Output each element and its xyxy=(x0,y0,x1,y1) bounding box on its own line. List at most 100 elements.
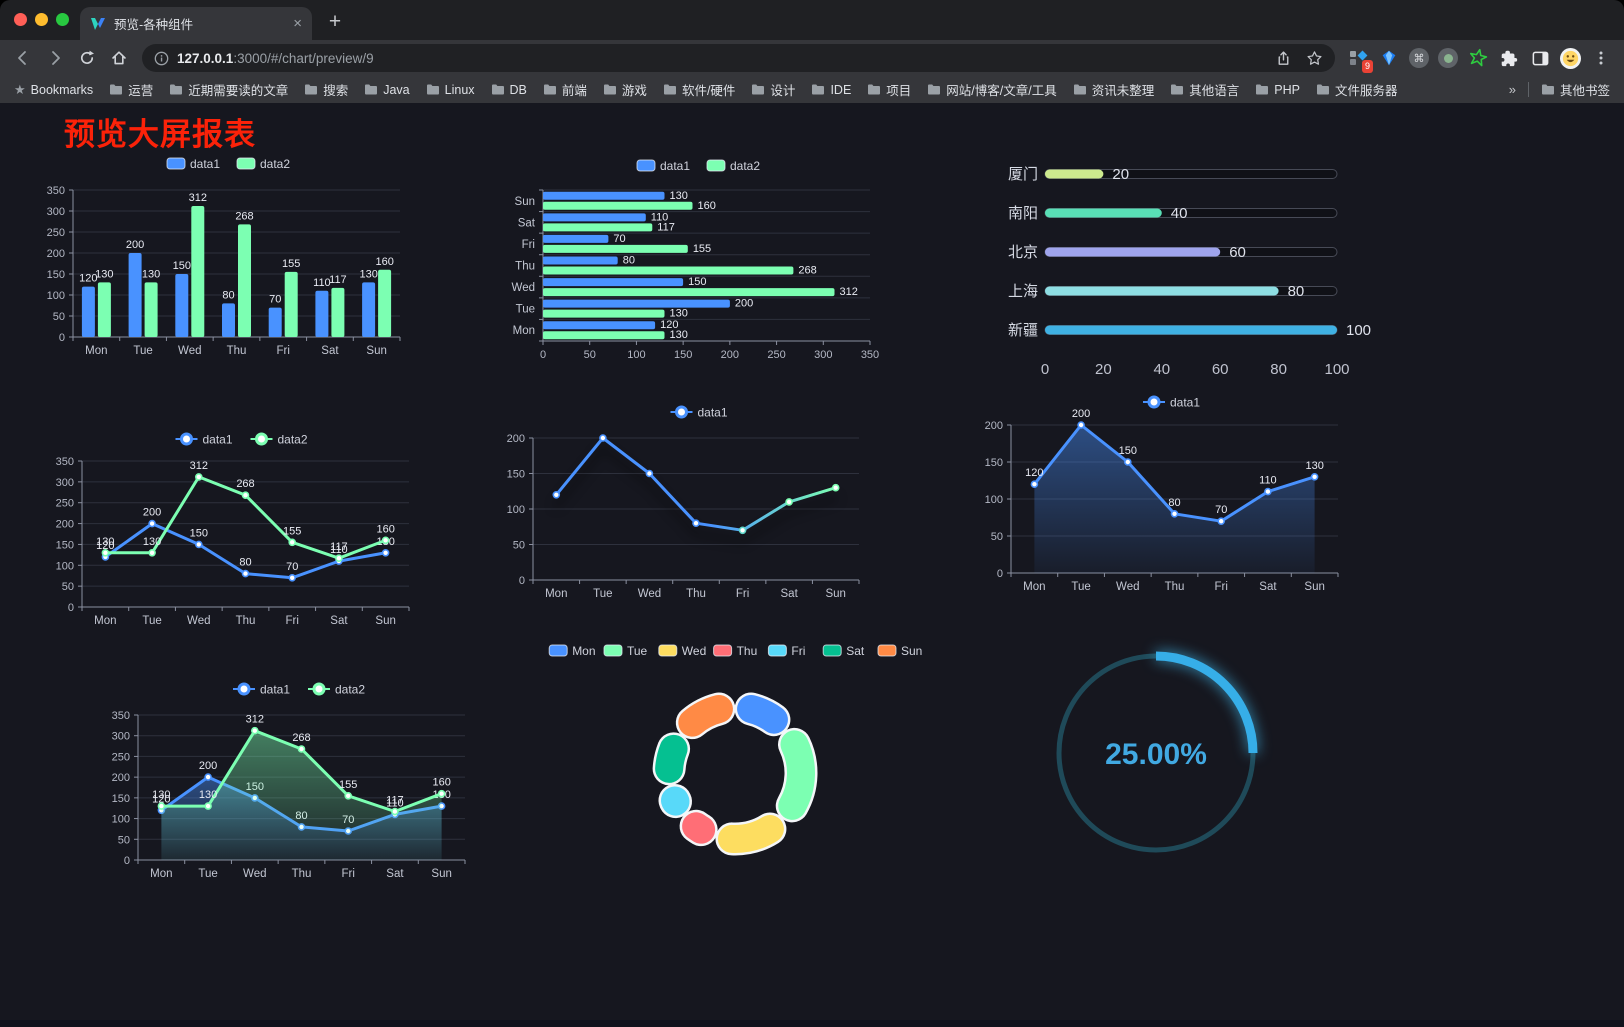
bar-data1-Fri[interactable] xyxy=(543,234,609,243)
bar-data1-Sat[interactable] xyxy=(315,290,329,337)
reload-button[interactable] xyxy=(72,43,102,73)
point-data2-Sat[interactable] xyxy=(391,807,399,816)
point-data1-Sun[interactable] xyxy=(831,483,840,492)
point-data1-Thu[interactable] xyxy=(241,569,250,578)
bookmark-item[interactable]: 资讯未整理 xyxy=(1073,80,1154,99)
bar-data1-Sat[interactable] xyxy=(543,213,646,222)
bookmark-item[interactable]: 软件/硬件 xyxy=(663,80,735,99)
bar-data1-Sun[interactable] xyxy=(362,282,376,337)
extension-tab-manager-icon[interactable]: 9 xyxy=(1347,47,1373,73)
point-data1-Fri[interactable] xyxy=(1217,517,1225,525)
tab-close-icon[interactable]: × xyxy=(293,15,302,32)
bookmark-item[interactable]: IDE xyxy=(811,83,851,97)
browser-menu-button[interactable] xyxy=(1590,47,1612,69)
extensions-puzzle-icon[interactable] xyxy=(1498,47,1520,69)
legend-item-Sun[interactable]: Sun xyxy=(877,644,922,658)
bar-data2-Fri[interactable] xyxy=(543,244,688,253)
bar-data1-Tue[interactable] xyxy=(543,299,730,308)
bar-data2-Sat[interactable] xyxy=(331,287,345,337)
chart-line-area-blue[interactable]: 0 50 100 150 200 Mon Tue Wed Thu Fri Sat Sun 120 200 1… xyxy=(985,388,1360,600)
bookmark-item-bookmarks[interactable]: ★ Bookmarks xyxy=(14,82,93,98)
line-data1[interactable] xyxy=(554,436,838,532)
point-data1-Sun[interactable] xyxy=(381,549,390,557)
extension-green-star-icon[interactable] xyxy=(1467,47,1489,69)
bar-data1-Sun[interactable] xyxy=(543,191,665,200)
bookmark-item[interactable]: 近期需要读的文章 xyxy=(169,80,288,99)
bar-data1-Tue[interactable] xyxy=(128,253,142,337)
point-data1-Sat[interactable] xyxy=(785,498,793,506)
point-data2-Fri[interactable] xyxy=(344,792,352,800)
pie-slice-Sun[interactable] xyxy=(678,694,733,737)
close-window-button[interactable] xyxy=(14,13,27,26)
legend-item-data1[interactable]: data1 xyxy=(166,157,220,171)
bookmark-item[interactable]: 搜索 xyxy=(304,80,348,99)
legend-item-data2[interactable]: data2 xyxy=(236,157,290,171)
point-data1-Tue[interactable] xyxy=(148,519,156,528)
forward-button[interactable] xyxy=(40,43,70,73)
point-data2-Thu[interactable] xyxy=(241,491,250,499)
legend-item-data2[interactable]: data2 xyxy=(706,159,760,173)
maximize-window-button[interactable] xyxy=(56,13,69,26)
point-data1-Wed[interactable] xyxy=(195,540,203,549)
legend-item-Fri[interactable]: Fri xyxy=(767,644,805,658)
bar-data2-Sat[interactable] xyxy=(543,223,653,232)
point-data1-Mon[interactable] xyxy=(1030,480,1039,488)
pie-slice-Fri[interactable] xyxy=(660,786,690,816)
bookmark-item[interactable]: 文件服务器 xyxy=(1316,80,1397,99)
bar-data2-Mon[interactable] xyxy=(97,282,111,337)
bookmark-item[interactable]: 前端 xyxy=(543,80,587,99)
minimize-window-button[interactable] xyxy=(35,13,48,26)
point-data2-Tue[interactable] xyxy=(148,549,156,557)
point-data1-Tue[interactable] xyxy=(599,434,607,442)
legend-item-Tue[interactable]: Tue xyxy=(603,644,648,658)
chart-line-area-two[interactable]: 0 50 100 150 200 250 300 350 Mon Tue Wed Thu Fri Sat S… xyxy=(100,675,500,887)
point-data1-Sun[interactable] xyxy=(1310,473,1319,481)
bar-data1-Thu[interactable] xyxy=(222,303,235,337)
bookmark-item[interactable]: 游戏 xyxy=(603,80,647,99)
progress-fill-上海[interactable] xyxy=(1045,286,1279,296)
legend-item-data2[interactable]: data2 xyxy=(250,432,308,447)
bar-data2-Thu[interactable] xyxy=(543,266,794,275)
point-data1-Thu[interactable] xyxy=(692,519,700,527)
point-data2-Wed[interactable] xyxy=(195,473,203,481)
bar-data1-Wed[interactable] xyxy=(175,274,189,337)
legend-item-data1[interactable]: data1 xyxy=(636,159,690,173)
bar-data1-Fri[interactable] xyxy=(268,307,282,337)
chart-gauge-percent[interactable]: 25.00% xyxy=(1040,635,1280,875)
bookmarks-overflow-chevron[interactable]: » xyxy=(1508,82,1516,97)
legend-item-Thu[interactable]: Thu xyxy=(713,644,758,658)
bookmark-item[interactable]: 运营 xyxy=(109,80,153,99)
legend-item-data1[interactable]: data1 xyxy=(670,405,728,420)
point-data1-Fri[interactable] xyxy=(288,574,296,582)
bookmark-item[interactable]: PHP xyxy=(1255,83,1300,97)
bar-data2-Wed[interactable] xyxy=(543,288,835,297)
legend-item-data1[interactable]: data1 xyxy=(1143,395,1200,410)
bar-data2-Tue[interactable] xyxy=(144,282,158,337)
bar-data2-Thu[interactable] xyxy=(238,224,251,337)
bookmark-item[interactable]: Java xyxy=(364,83,410,97)
progress-fill-新疆[interactable] xyxy=(1045,325,1337,335)
bar-data1-Thu[interactable] xyxy=(543,256,618,265)
legend-item-data1[interactable]: data1 xyxy=(175,432,233,447)
home-button[interactable] xyxy=(104,43,134,73)
point-data2-Mon[interactable] xyxy=(157,802,166,810)
share-icon[interactable] xyxy=(1275,50,1292,67)
bar-data2-Sun[interactable] xyxy=(378,269,392,337)
legend-item-data1[interactable]: data1 xyxy=(233,682,290,697)
browser-tab[interactable]: 预览-各种组件 × xyxy=(80,7,312,40)
point-data2-Wed[interactable] xyxy=(251,726,259,735)
chart-line-two-series[interactable]: 0 50 100 150 200 250 300 350 Mon Tue Wed Thu Fri Sat S… xyxy=(45,425,440,637)
side-panel-icon[interactable] xyxy=(1529,47,1551,69)
bookmark-item[interactable]: DB xyxy=(491,83,527,97)
new-tab-button[interactable]: + xyxy=(328,10,342,33)
point-data1-Mon[interactable] xyxy=(552,491,561,499)
bookmark-item[interactable]: 其他语言 xyxy=(1170,80,1239,99)
bar-data1-Mon[interactable] xyxy=(543,321,656,330)
progress-fill-北京[interactable] xyxy=(1045,247,1221,257)
other-bookmarks-folder[interactable]: 其他书签 xyxy=(1541,80,1610,99)
point-data1-Wed[interactable] xyxy=(1124,458,1132,466)
point-data1-Tue[interactable] xyxy=(204,773,212,781)
bookmark-item[interactable]: 设计 xyxy=(751,80,795,99)
bookmark-item[interactable]: 网站/博客/文章/工具 xyxy=(927,80,1057,99)
chart-line-gradient[interactable]: 0 50 100 150 200 Mon Tue Wed Thu Fri Sat Sun data1 xyxy=(505,398,895,610)
